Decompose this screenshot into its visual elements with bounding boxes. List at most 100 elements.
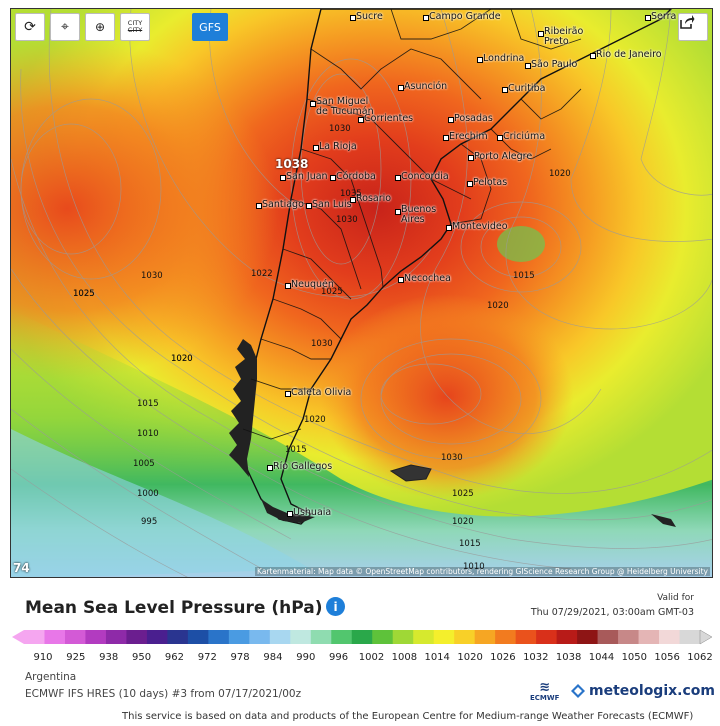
scale-arrow-right (699, 629, 712, 645)
isobar-label: 1015 (459, 539, 481, 549)
scale-tick-label: 978 (230, 652, 250, 663)
color-scale (12, 629, 712, 645)
scale-swatch (495, 630, 517, 644)
scale-tick-label: 1056 (654, 652, 680, 663)
info-button[interactable]: i (326, 597, 345, 616)
scale-swatch (536, 630, 558, 644)
scale-swatch (228, 630, 250, 644)
map-viewport[interactable]: ⟳ ⌖ ⊕ CITY CITY GFS Sucre Campo Grande Ser… (10, 8, 713, 578)
scale-swatch (208, 630, 230, 644)
city-label: La Rioja (313, 141, 357, 152)
scale-tick-label: 910 (33, 652, 53, 663)
scale-swatch (24, 630, 45, 644)
isobar-label: 1025 (73, 289, 95, 299)
city-label: San Miguel de Tucumán (310, 97, 378, 117)
scale-tick-label: 1062 (687, 652, 713, 663)
isobar-label: 1015 (137, 399, 159, 409)
scale-tick-label: 1032 (523, 652, 549, 663)
city-label: Erechim (443, 131, 488, 142)
isobar-label: 1030 (329, 124, 351, 134)
ecmwf-logo-text: ECMWF (530, 694, 560, 702)
isobar-label: 995 (141, 517, 158, 527)
city-toggle-button[interactable]: CITY CITY (120, 13, 150, 41)
share-button[interactable] (678, 13, 708, 41)
scale-tick-label: 1050 (621, 652, 648, 663)
scale-tick-label: 990 (296, 652, 316, 663)
city-label: Rosario (349, 193, 392, 204)
isobar-label: 1015 (513, 271, 535, 281)
meteologix-logo[interactable]: meteologix.com (570, 683, 715, 699)
isobar-label: 1030 (311, 339, 333, 349)
isobar-label: 1020 (171, 354, 193, 364)
location-button[interactable]: ⌖ (50, 13, 80, 41)
meteologix-logo-icon (571, 684, 585, 698)
scale-swatch (597, 630, 619, 644)
zoom-button[interactable]: ⊕ (85, 13, 115, 41)
frame-number: 74 (13, 561, 30, 575)
scale-swatch (310, 630, 332, 644)
isobar-label: 1025 (73, 289, 95, 299)
scale-swatch (44, 630, 66, 644)
isobar-label: 1022 (251, 269, 273, 279)
scale-tick-label: 1020 (457, 652, 483, 663)
scale-tick-label: 1014 (424, 652, 450, 663)
scale-tick-label: 925 (66, 652, 86, 663)
scale-swatch (290, 630, 312, 644)
isobar-label: 1030 (336, 215, 358, 225)
scale-swatch (679, 630, 701, 644)
city-label: Montevideo (446, 221, 508, 232)
meteologix-logo-text: meteologix.com (589, 683, 715, 699)
scale-swatch (577, 630, 599, 644)
city-label-bottom: CITY (127, 26, 143, 34)
refresh-button[interactable]: ⟳ (15, 13, 45, 41)
scale-tick-label: 1008 (391, 652, 418, 663)
city-label: Necochea (398, 273, 451, 284)
city-label: Asunción (397, 81, 448, 92)
scale-swatch (454, 630, 476, 644)
scale-swatch (249, 630, 271, 644)
info-icon: i (333, 599, 338, 614)
share-icon (680, 15, 695, 29)
scale-tick-label: 962 (164, 652, 184, 663)
city-label: São Paulo (524, 59, 578, 70)
city-label: Ribeirão Preto (538, 26, 584, 47)
high-pressure-label: 1038 (275, 157, 309, 171)
scale-swatch (618, 630, 640, 644)
scale-swatch (105, 630, 127, 644)
scale-swatch (126, 630, 148, 644)
legend-title: Mean Sea Level Pressure (hPa) (25, 598, 323, 618)
city-label: Pelotas (466, 177, 508, 188)
scale-swatch (331, 630, 353, 644)
scale-swatch (372, 630, 394, 644)
city-label: Rio de Janeiro (590, 49, 662, 60)
isobar-label: 1010 (137, 429, 159, 439)
city-label: Porto Alegre (467, 151, 533, 162)
isobar-label: 1020 (452, 517, 474, 527)
city-label: Santiago (256, 199, 304, 210)
scale-swatch (433, 630, 455, 644)
city-label: Curitiba (501, 83, 546, 94)
isobar-label: 1015 (285, 445, 307, 455)
gfs-button[interactable]: GFS (192, 13, 228, 41)
valid-for-label: Valid for (657, 593, 694, 603)
isobar-label: 1020 (171, 354, 193, 364)
scale-swatch (474, 630, 496, 644)
isobar-label: 1020 (549, 169, 571, 179)
city-label: Campo Grande (423, 11, 501, 22)
isobar-label: 1035 (340, 189, 362, 199)
city-label: Corrientes (357, 113, 414, 124)
isobar-label: 1005 (133, 459, 155, 469)
scale-tick-label: 972 (197, 652, 217, 663)
scale-tick-label: 1026 (490, 652, 516, 663)
isobar-label: 1010 (463, 562, 485, 572)
isobar-label: 1025 (321, 287, 343, 297)
isobar-label: 1030 (141, 271, 163, 281)
scale-tick-label: 1044 (588, 652, 615, 663)
scale-swatch (269, 630, 291, 644)
city-label: Buenos Aires (395, 205, 441, 225)
isobar-label: 1030 (441, 453, 463, 463)
location-pin-icon: ⌖ (61, 19, 69, 35)
scale-swatch (187, 630, 209, 644)
scale-tick-label: 938 (99, 652, 119, 663)
city-label: San Juan (280, 171, 328, 182)
